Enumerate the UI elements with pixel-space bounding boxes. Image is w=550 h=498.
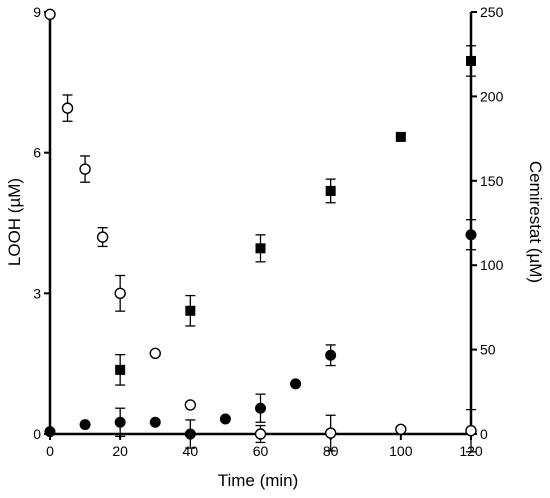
data-point-open-circle (96, 231, 109, 243)
x-tick-label: 40 (183, 443, 199, 459)
data-point-filled-circle (184, 428, 196, 440)
data-point-filled-square (115, 364, 126, 375)
x-axis-title: Time (min) (218, 471, 299, 490)
data-point-open-circle (61, 102, 74, 114)
data-point-filled-square (325, 185, 336, 196)
x-tick-label: 100 (389, 443, 413, 459)
y-left-tick-label: 6 (33, 145, 41, 161)
y-left-tick-label: 3 (33, 285, 41, 301)
y-right-tick-label: 250 (480, 4, 504, 20)
series-filled-circle (44, 219, 477, 449)
series-open-circle (44, 8, 477, 453)
data-point-open-circle (114, 287, 126, 300)
data-point-filled-circle (325, 349, 337, 361)
data-point-filled-circle (79, 419, 91, 431)
data-point-open-circle (395, 423, 407, 436)
data-point-open-circle (44, 8, 56, 21)
y-left-tick-label: 9 (33, 4, 41, 20)
y-right-tick-label: 150 (480, 173, 504, 189)
data-point-filled-circle (44, 426, 56, 438)
data-point-open-circle (184, 399, 197, 411)
axes (48, 12, 473, 436)
data-point-filled-circle (114, 416, 126, 428)
data-point-filled-circle (290, 378, 302, 390)
y-left-axis-title: LOOH (µM) (5, 178, 24, 266)
data-point-filled-circle (149, 416, 161, 428)
series-filled-square (115, 45, 476, 386)
x-tick-label: 60 (253, 443, 269, 459)
y-right-tick-label: 0 (480, 426, 488, 442)
y-right-tick-label: 100 (480, 257, 504, 273)
data-point-filled-circle (219, 413, 231, 425)
y-right-tick-label: 50 (480, 342, 496, 358)
data-point-filled-circle (465, 229, 477, 241)
data-point-open-circle (79, 163, 91, 175)
data-marks (44, 8, 477, 453)
data-point-filled-square (395, 131, 406, 142)
data-point-filled-circle (255, 402, 266, 414)
data-point-open-circle (149, 347, 161, 360)
data-point-filled-square (185, 305, 196, 316)
data-point-open-circle (324, 427, 337, 439)
data-point-open-circle (254, 428, 267, 440)
x-tick-label: 0 (46, 443, 54, 459)
data-point-filled-square (255, 243, 266, 254)
y-right-tick-label: 200 (480, 88, 504, 104)
data-point-filled-square (466, 55, 476, 66)
y-left-tick-label: 0 (33, 426, 41, 442)
data-point-open-circle (465, 425, 477, 437)
x-tick-label: 20 (112, 443, 128, 459)
y-right-axis-title: Cemirestat (µM) (526, 161, 545, 283)
